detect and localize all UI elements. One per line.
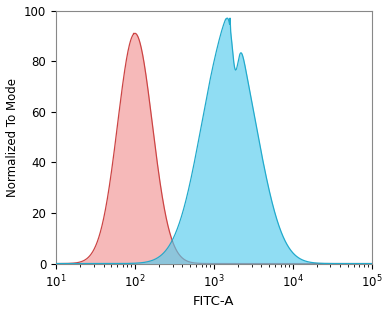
X-axis label: FITC-A: FITC-A [193,295,235,308]
Y-axis label: Normalized To Mode: Normalized To Mode [5,78,19,197]
